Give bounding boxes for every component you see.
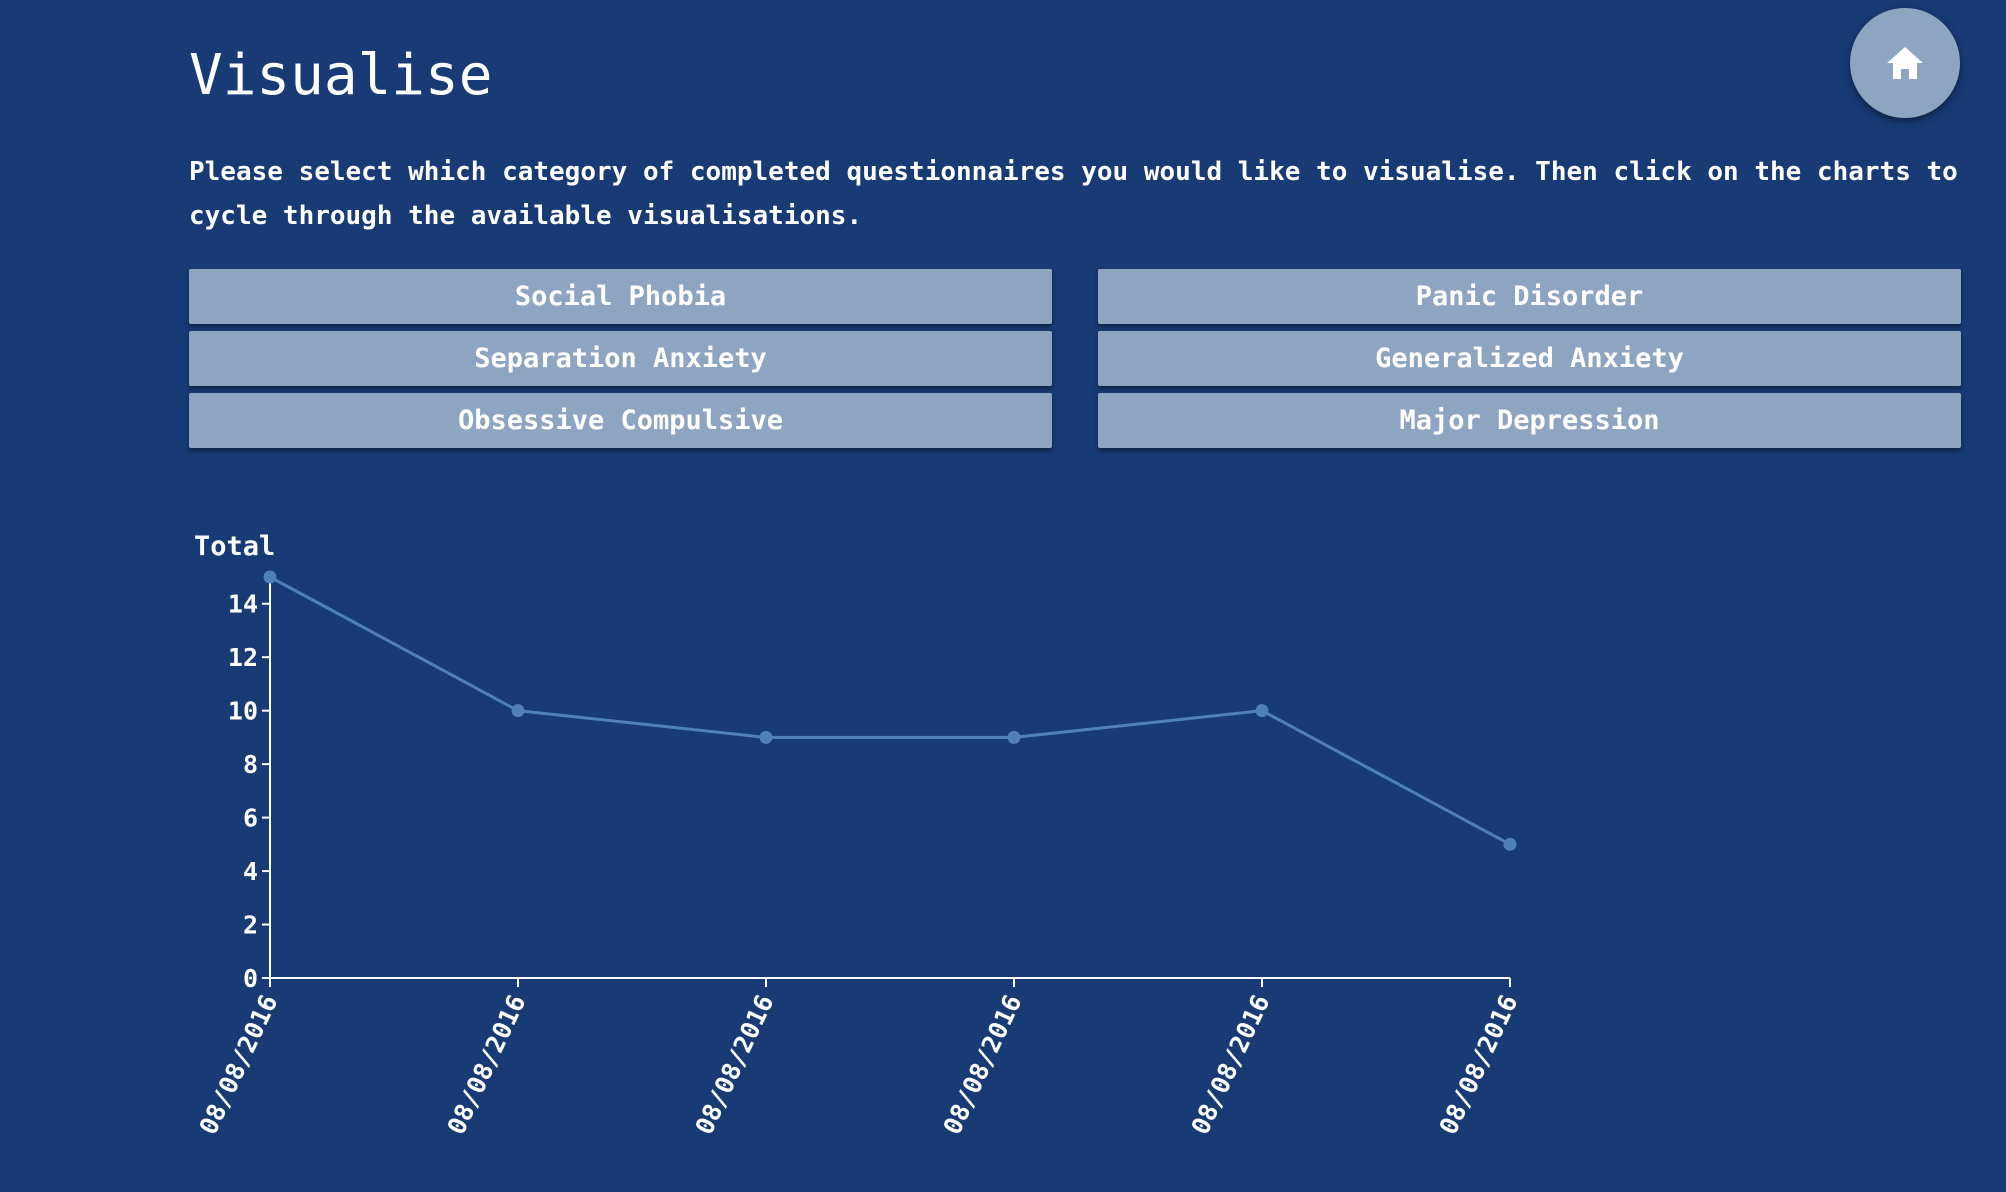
x-tick-label: 08/08/2016 — [1186, 990, 1276, 1139]
home-icon — [1887, 47, 1923, 79]
y-tick-label: 10 — [228, 697, 258, 726]
x-tick-label: 08/08/2016 — [1434, 990, 1524, 1139]
category-button-generalized-anxiety[interactable]: Generalized Anxiety — [1098, 331, 1961, 386]
page-title: Visualise — [189, 43, 493, 108]
y-tick-label: 2 — [243, 911, 258, 940]
data-point — [1255, 704, 1269, 718]
data-point — [263, 570, 277, 584]
y-axis-label: Total — [194, 531, 275, 562]
y-tick-label: 4 — [243, 857, 258, 886]
x-tick-label: 08/08/2016 — [194, 990, 284, 1139]
category-button-obsessive-compulsive[interactable]: Obsessive Compulsive — [189, 393, 1052, 448]
home-button[interactable] — [1850, 8, 1960, 118]
y-tick-label: 6 — [243, 804, 258, 833]
series-line — [269, 575, 1511, 846]
y-tick-label: 0 — [243, 964, 258, 993]
data-point — [1503, 837, 1517, 851]
y-tick-label: 12 — [228, 643, 258, 672]
data-point — [759, 730, 773, 744]
y-tick-label: 8 — [243, 750, 258, 779]
x-tick-label: 08/08/2016 — [938, 990, 1028, 1139]
category-button-panic-disorder[interactable]: Panic Disorder — [1098, 269, 1961, 324]
category-button-social-phobia[interactable]: Social Phobia — [189, 269, 1052, 324]
category-button-major-depression[interactable]: Major Depression — [1098, 393, 1961, 448]
category-button-separation-anxiety[interactable]: Separation Anxiety — [189, 331, 1052, 386]
x-tick-label: 08/08/2016 — [690, 990, 780, 1139]
category-selector: Social Phobia Panic Disorder Separation … — [189, 269, 1961, 448]
x-tick-label: 08/08/2016 — [442, 990, 532, 1139]
data-point — [1007, 730, 1021, 744]
instructions-text: Please select which category of complete… — [189, 157, 1958, 231]
y-tick-label: 14 — [228, 590, 258, 619]
data-point — [511, 704, 525, 718]
